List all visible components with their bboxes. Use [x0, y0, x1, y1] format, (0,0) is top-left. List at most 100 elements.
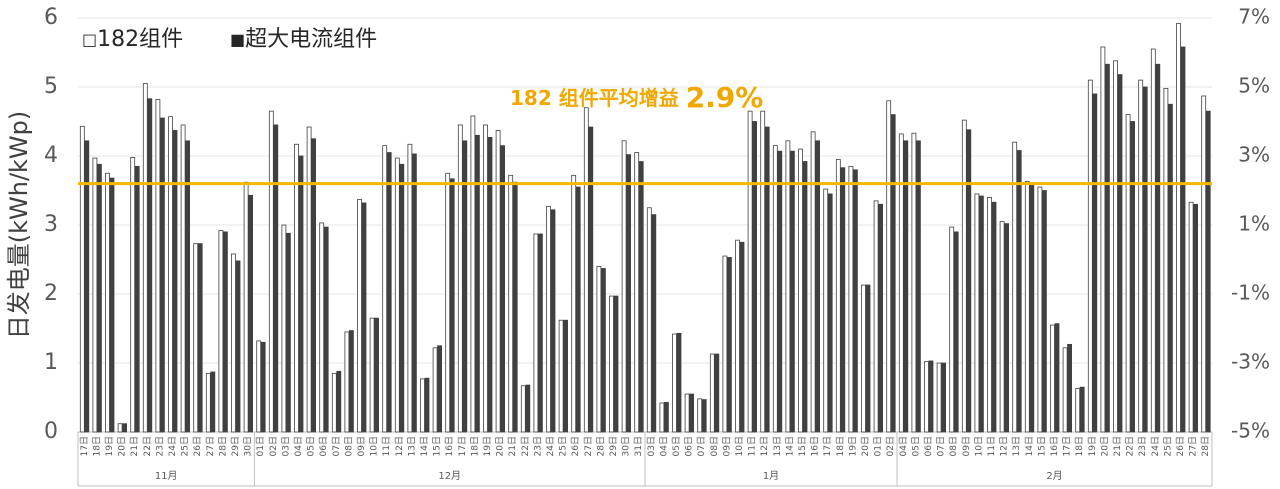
bar [79, 125, 85, 433]
bar [714, 353, 720, 433]
y-tick-label: 1 [44, 350, 58, 375]
bar [142, 83, 148, 433]
x-tick-label: 18日 [91, 436, 102, 456]
bar [752, 121, 757, 433]
x-tick-label: 22日 [1125, 436, 1136, 456]
bar [1079, 386, 1085, 433]
bar [155, 99, 161, 433]
bar [1155, 63, 1161, 433]
bar [508, 174, 514, 433]
bar [1067, 343, 1072, 433]
x-tick-label: 05日 [671, 436, 682, 456]
bar [281, 224, 287, 433]
x-tick-label: 07日 [696, 436, 707, 456]
bar [634, 152, 640, 433]
bar [205, 372, 211, 433]
bar [424, 377, 430, 433]
x-tick-label: 23日 [1137, 436, 1148, 456]
legend-label: 超大电流组件 [245, 27, 377, 52]
bar [563, 319, 568, 433]
bar [437, 345, 443, 433]
x-tick-label: 11日 [381, 436, 392, 456]
x-tick-label: 24日 [167, 436, 178, 456]
bar [558, 319, 564, 433]
group-label: 12月 [438, 470, 461, 482]
x-tick-label: 14日 [419, 436, 430, 456]
bar [1054, 323, 1060, 433]
bar [1029, 183, 1035, 433]
bar [1113, 60, 1118, 433]
bar [609, 295, 614, 433]
y-tick-label: 4 [44, 143, 58, 168]
bar [483, 124, 488, 433]
bar [348, 330, 354, 433]
bar [445, 172, 451, 433]
legend-marker: □ [82, 30, 97, 49]
bar [974, 193, 980, 433]
x-tick-label: 21日 [507, 436, 518, 456]
bar [697, 398, 703, 433]
bar [735, 239, 740, 433]
x-tick-label: 25日 [1162, 436, 1173, 456]
bar [911, 132, 917, 433]
bar [357, 199, 362, 433]
x-tick-label: 14日 [784, 436, 795, 456]
bar [197, 243, 203, 433]
bar [361, 202, 367, 433]
annotation: 182 组件平均增益 2.9% [510, 81, 763, 114]
x-tick-label: 15日 [797, 436, 808, 456]
x-tick-label: 16日 [444, 436, 455, 456]
bar [873, 200, 879, 433]
bar [470, 115, 476, 433]
bar [722, 255, 728, 433]
x-tick-label: 11日 [986, 436, 997, 456]
bar [546, 205, 551, 433]
bar [1180, 46, 1186, 433]
bar [903, 140, 909, 433]
bar [684, 393, 690, 433]
y-tick-label: 0 [44, 419, 58, 444]
bar [659, 402, 665, 433]
bar [84, 140, 90, 433]
x-tick-label: 02日 [885, 436, 896, 456]
bar [1042, 190, 1047, 433]
bar [1142, 86, 1148, 433]
bar [243, 181, 249, 433]
x-tick-label: 12日 [394, 436, 405, 456]
x-tick-label: 09日 [721, 436, 732, 456]
y2-tick-label: 7% [1238, 5, 1270, 29]
group-label: 2月 [1046, 470, 1062, 482]
x-tick-label: 05日 [910, 436, 921, 456]
x-tick-label: 21日 [1112, 436, 1123, 456]
bar [727, 257, 732, 433]
bar [601, 268, 606, 433]
x-tick-label: 18日 [469, 436, 480, 456]
x-tick-label: 16日 [810, 436, 821, 456]
x-tick-label: 03日 [646, 436, 657, 456]
bar [848, 165, 854, 433]
x-tick-label: 18日 [1074, 436, 1085, 456]
x-tick-label: 06日 [923, 436, 934, 456]
bar [853, 169, 858, 433]
bar [790, 150, 795, 433]
bar [802, 161, 808, 433]
x-tick-label: 01日 [255, 436, 266, 456]
bar [1016, 150, 1022, 433]
x-tick-label: 17日 [457, 436, 468, 456]
bar [701, 399, 707, 433]
x-tick-label: 31日 [633, 436, 644, 456]
x-tick-label: 19日 [847, 436, 858, 456]
bar [193, 243, 199, 433]
bar [827, 193, 833, 433]
bar [772, 145, 778, 433]
bar [500, 145, 506, 433]
bar [336, 370, 342, 433]
bar [1012, 141, 1018, 433]
x-tick-label: 12日 [999, 436, 1010, 456]
bar [709, 353, 715, 433]
bar [890, 114, 896, 433]
bar [268, 110, 274, 433]
bar [495, 130, 501, 433]
y2-tick-label: -3% [1231, 350, 1270, 374]
bar [344, 331, 350, 433]
